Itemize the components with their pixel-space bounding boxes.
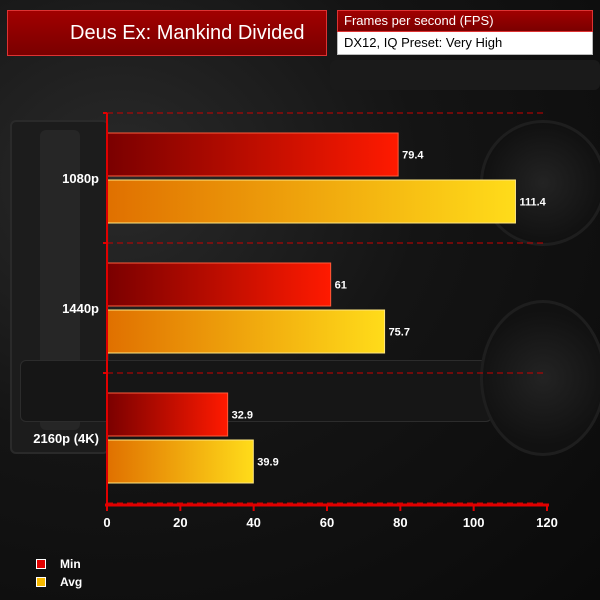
x-tick-label: 80 xyxy=(393,515,407,530)
x-tick-label: 60 xyxy=(320,515,334,530)
category-label: 1080p xyxy=(62,171,99,186)
value-label: 111.4 xyxy=(519,197,546,209)
value-label: 75.7 xyxy=(389,327,410,339)
legend-swatch-avg xyxy=(36,577,46,587)
value-label: 79.4 xyxy=(402,150,424,162)
legend-swatch-min xyxy=(36,559,46,569)
bar-min-0 xyxy=(106,132,399,177)
x-tick-label: 100 xyxy=(463,515,485,530)
chart-info-box: Frames per second (FPS) DX12, IQ Preset:… xyxy=(337,10,593,55)
bar-min-1 xyxy=(106,262,332,307)
legend-label-avg: Avg xyxy=(60,575,83,589)
value-label: 39.9 xyxy=(257,457,278,469)
x-tick-label: 40 xyxy=(246,515,260,530)
metric-label: Frames per second (FPS) xyxy=(337,10,593,32)
legend: Min Avg xyxy=(36,556,82,592)
value-label: 61 xyxy=(335,280,347,292)
legend-label-min: Min xyxy=(60,557,81,571)
bar-min-2 xyxy=(106,392,229,437)
legend-item-avg: Avg xyxy=(36,574,82,590)
bar-avg-0 xyxy=(106,179,516,224)
value-label: 32.9 xyxy=(232,410,253,422)
category-label: 1440p xyxy=(62,301,99,316)
bar-avg-1 xyxy=(106,309,386,354)
chart-title: Deus Ex: Mankind Divided xyxy=(7,10,327,56)
x-tick-label: 20 xyxy=(173,515,187,530)
x-tick-label: 120 xyxy=(536,515,558,530)
category-label: 2160p (4K) xyxy=(33,431,99,446)
settings-label: DX12, IQ Preset: Very High xyxy=(337,32,593,55)
bar-avg-2 xyxy=(106,439,254,484)
legend-item-min: Min xyxy=(36,556,82,572)
x-tick-label: 0 xyxy=(103,515,110,530)
